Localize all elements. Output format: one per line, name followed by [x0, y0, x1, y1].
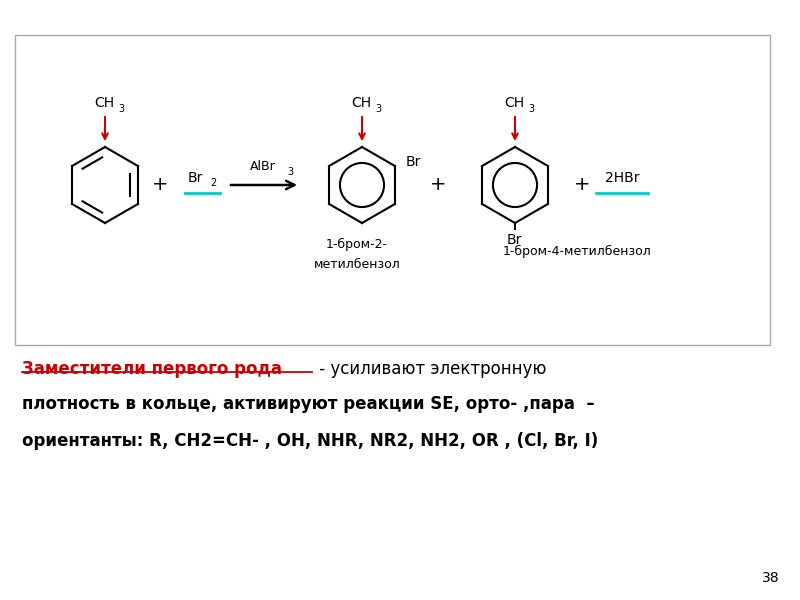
- Text: Br: Br: [406, 155, 422, 169]
- Text: CH: CH: [504, 96, 524, 110]
- Text: 38: 38: [762, 571, 780, 585]
- Text: 2HBr: 2HBr: [605, 171, 639, 185]
- Text: ориентанты: R, CH2=CH- , OH, NHR, NR2, NH2, OR , (Cl, Br, I): ориентанты: R, CH2=CH- , OH, NHR, NR2, N…: [22, 432, 598, 450]
- Text: +: +: [574, 175, 590, 194]
- Text: 2: 2: [210, 178, 216, 188]
- Text: метилбензол: метилбензол: [314, 258, 400, 271]
- Text: +: +: [430, 175, 446, 194]
- Text: +: +: [152, 175, 168, 194]
- Text: Br: Br: [188, 171, 203, 185]
- FancyBboxPatch shape: [15, 35, 770, 345]
- Text: плотность в кольце, активируют реакции SE, орто- ,пара  –: плотность в кольце, активируют реакции S…: [22, 395, 594, 413]
- Text: 3: 3: [118, 104, 125, 114]
- Text: AlBr: AlBr: [250, 160, 276, 173]
- Text: - усиливают электронную: - усиливают электронную: [314, 360, 546, 378]
- Text: CH: CH: [94, 96, 114, 110]
- Text: 1-бром-4-метилбензол: 1-бром-4-метилбензол: [502, 245, 651, 258]
- Text: 3: 3: [375, 104, 382, 114]
- Text: 1-бром-2-: 1-бром-2-: [326, 238, 388, 251]
- Text: 3: 3: [287, 167, 293, 177]
- Text: Заместители первого рода: Заместители первого рода: [22, 360, 282, 378]
- Text: Br: Br: [506, 233, 522, 247]
- Text: CH: CH: [351, 96, 371, 110]
- Text: 3: 3: [529, 104, 534, 114]
